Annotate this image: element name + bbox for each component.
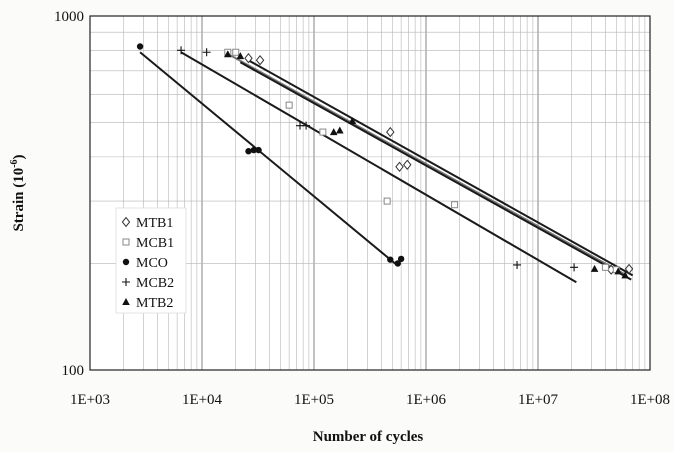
point-mcb2 bbox=[570, 263, 579, 272]
point-mtb2 bbox=[621, 271, 629, 279]
fit-line-mco bbox=[139, 51, 399, 267]
point-mcb1 bbox=[383, 197, 391, 205]
y-axis-title-close: ) bbox=[11, 154, 27, 159]
legend-label-mcb1: MCB1 bbox=[136, 236, 174, 251]
y-axis-title-exponent: -6 bbox=[9, 159, 20, 167]
x-tick-label: 1E+06 bbox=[406, 392, 447, 408]
legend-label-mtb2: MTB2 bbox=[136, 296, 173, 311]
point-mtb2 bbox=[224, 50, 232, 58]
fit-line-mtb2 bbox=[239, 61, 632, 281]
y-tick-label: 100 bbox=[62, 363, 85, 379]
point-mcb2 bbox=[302, 121, 311, 130]
legend-marker-mtb1 bbox=[121, 216, 131, 228]
x-axis-title: Number of cycles bbox=[313, 429, 424, 445]
point-mcb2 bbox=[177, 46, 186, 55]
point-mtb2 bbox=[336, 126, 344, 134]
x-tick-label: 1E+04 bbox=[182, 392, 223, 408]
point-mtb2 bbox=[590, 264, 599, 272]
fit-line-mtb1 bbox=[246, 58, 634, 277]
point-mtb1 bbox=[402, 159, 412, 170]
point-mtb1 bbox=[395, 161, 404, 172]
legend-marker-mco bbox=[122, 258, 130, 266]
legend-marker-mtb2 bbox=[122, 298, 130, 305]
y-axis-title-text: Strain (10 bbox=[11, 168, 27, 232]
y-axis-title: Strain (10-6) bbox=[9, 154, 27, 231]
point-mtb1 bbox=[386, 126, 395, 138]
x-tick-label: 1E+05 bbox=[294, 392, 334, 408]
legend-label-mtb1: MTB1 bbox=[136, 216, 173, 231]
x-tick-label: 1E+08 bbox=[630, 392, 670, 408]
point-mco bbox=[245, 148, 252, 155]
point-mcb2 bbox=[202, 48, 211, 57]
point-mco bbox=[397, 255, 405, 263]
point-mtb2 bbox=[236, 52, 245, 60]
tick-labels: 1E+03 1E+04 1E+05 1E+06 1E+07 1E+08 100 1000 bbox=[54, 9, 670, 408]
point-mcb1 bbox=[285, 101, 293, 109]
fit-line-mcb2 bbox=[180, 51, 577, 284]
x-tick-label: 1E+07 bbox=[518, 392, 559, 408]
point-mtb2 bbox=[329, 128, 338, 136]
point-mco bbox=[394, 260, 401, 267]
fit-lines bbox=[139, 51, 634, 284]
legend-marker-mcb2 bbox=[122, 278, 130, 286]
point-mcb1 bbox=[319, 128, 327, 136]
point-mcb1 bbox=[232, 48, 240, 56]
legend-label-mco: MCO bbox=[136, 256, 168, 271]
point-mco bbox=[136, 43, 144, 50]
data-markers bbox=[136, 43, 634, 279]
x-tick-label: 1E+03 bbox=[70, 392, 110, 408]
fit-line-mcb1 bbox=[224, 51, 628, 277]
point-mtb1 bbox=[244, 53, 253, 64]
point-mcb1 bbox=[451, 201, 459, 209]
grid bbox=[89, 16, 650, 371]
point-mcb2 bbox=[513, 260, 522, 269]
plot-frame bbox=[89, 15, 651, 371]
point-mtb1 bbox=[624, 263, 634, 275]
plot-area bbox=[90, 16, 650, 370]
point-mco bbox=[387, 256, 394, 263]
point-mcb1 bbox=[601, 263, 609, 271]
legend-marker-mcb1 bbox=[122, 238, 130, 246]
point-mco bbox=[250, 146, 257, 154]
point-mtb2 bbox=[348, 117, 357, 125]
legend-label-mcb2: MCB2 bbox=[136, 276, 174, 291]
point-mtb1 bbox=[255, 55, 265, 66]
y-tick-label: 1000 bbox=[54, 9, 84, 25]
point-mco bbox=[255, 146, 262, 154]
point-mtb2 bbox=[614, 267, 622, 275]
legend: MTB1 MCB1 MCO MCB2 MTB2 bbox=[115, 207, 187, 314]
